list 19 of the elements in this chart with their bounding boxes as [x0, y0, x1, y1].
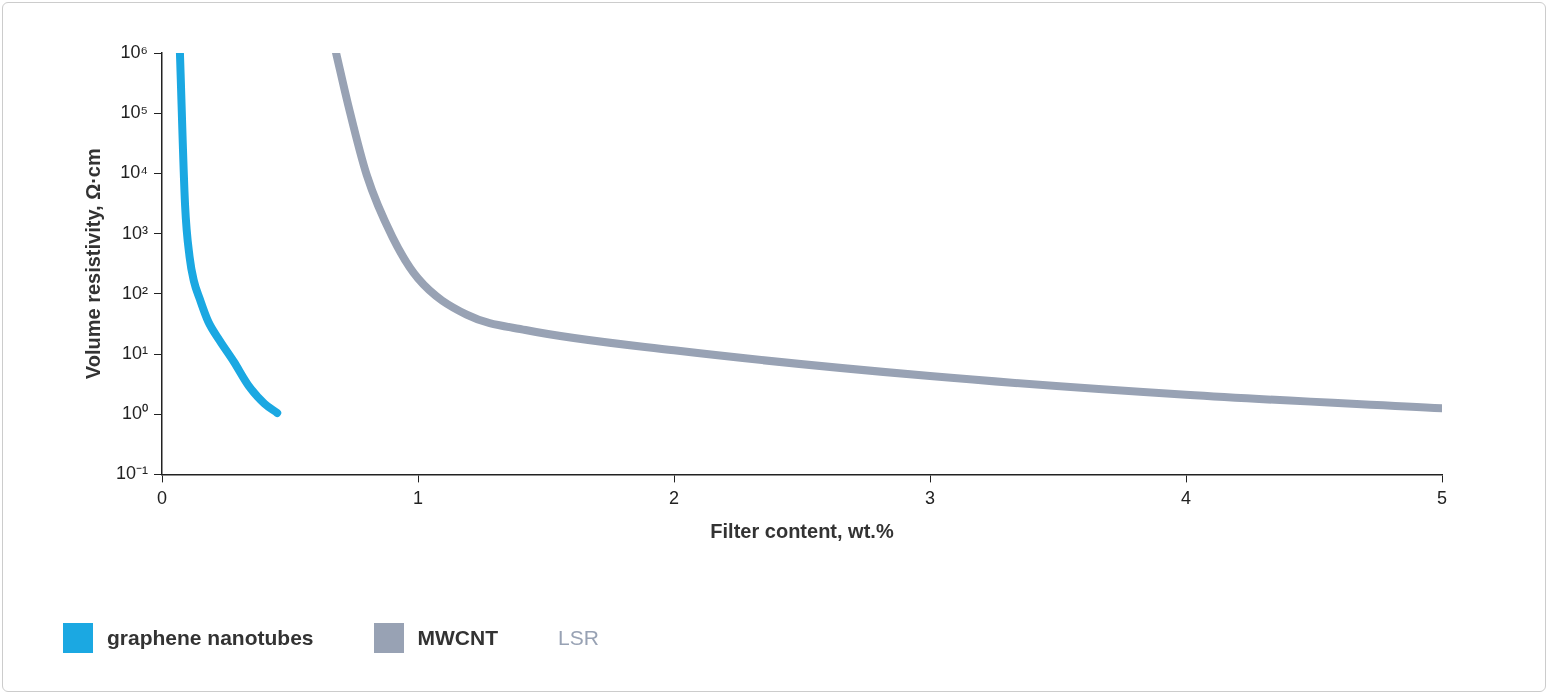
y-tick-label: 10³ — [122, 222, 149, 243]
x-tick-label: 5 — [1436, 488, 1448, 509]
x-tick-label: 0 — [157, 488, 168, 509]
y-tick-label: 10⁶ — [120, 41, 149, 62]
y-tick-label: 10² — [122, 282, 149, 303]
x-tick-label: 4 — [1181, 488, 1192, 509]
x-tick-label: 2 — [669, 488, 680, 509]
y-tick-label: 10⁻¹ — [116, 463, 149, 484]
y-tick-label: 10⁵ — [120, 102, 149, 123]
y-tick-label: 10⁴ — [120, 162, 149, 183]
y-axis-title: Volume resistivity, Ω·cm — [81, 148, 104, 380]
y-tick-label: 10⁰ — [121, 403, 149, 424]
legend-label: MWCNT — [416, 625, 499, 651]
x-tick-label: 1 — [413, 488, 424, 509]
x-tick-label: 3 — [925, 488, 936, 509]
text: LSR — [558, 626, 599, 650]
legend-label: graphene nanotubes — [106, 625, 314, 651]
x-axis-title: Filter content, wt.% — [710, 519, 894, 542]
y-tick-label: 10¹ — [122, 342, 149, 363]
